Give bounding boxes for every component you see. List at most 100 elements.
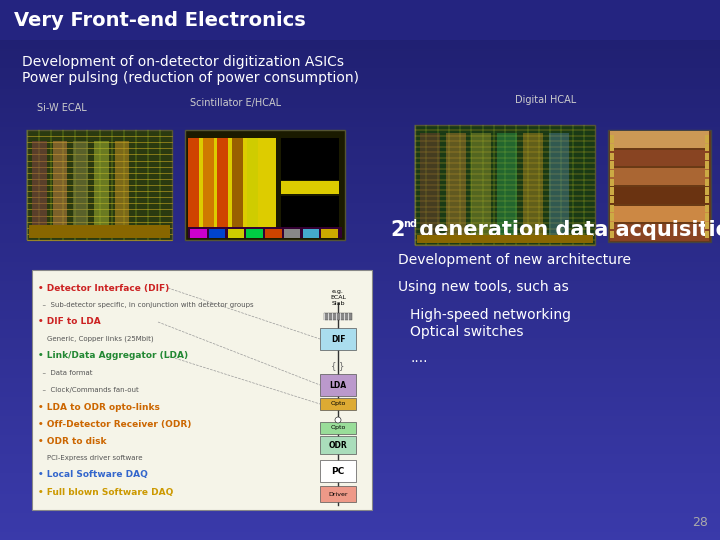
Bar [610,135,614,143]
Bar [94,141,109,234]
Bar [0,189,720,192]
Bar [705,179,709,186]
Text: Using new tools, such as: Using new tools, such as [398,280,569,294]
Bar [0,518,720,521]
Bar [0,108,720,111]
Bar [53,141,67,234]
Bar [705,187,709,194]
Bar [0,146,720,148]
Bar [0,483,720,486]
Text: Si-W ECAL: Si-W ECAL [37,103,86,113]
Bar [610,224,709,241]
Bar [0,30,720,32]
Bar [0,227,720,229]
Bar [0,392,720,394]
Bar [0,513,720,516]
Bar [0,462,720,464]
Bar [0,351,720,354]
Bar [610,131,709,147]
Bar [0,321,720,324]
Bar [0,165,720,167]
Bar [0,418,720,421]
Bar [0,427,720,429]
Bar [0,27,720,30]
Bar [608,130,711,242]
Bar [0,343,720,346]
Bar [497,133,517,239]
Bar [0,256,720,259]
Bar [115,141,130,234]
Bar [0,205,720,208]
Bar [0,57,720,59]
Bar [0,397,720,400]
Bar [0,281,720,284]
Bar [0,105,720,108]
Bar [0,448,720,451]
Text: • Full blown Software DAQ: • Full blown Software DAQ [38,488,174,496]
Text: Development of on-detector digitization ASICs: Development of on-detector digitization … [22,55,344,69]
Bar [0,356,720,359]
Bar [320,422,356,434]
Bar [0,248,720,251]
Bar [0,486,720,489]
Bar [0,200,720,202]
Text: • Detector Interface (DIF): • Detector Interface (DIF) [38,284,169,293]
Text: • ODR to disk: • ODR to disk [38,436,107,446]
Bar [0,119,720,122]
Bar [0,143,720,146]
Bar [420,133,440,239]
Bar [0,157,720,159]
Bar [188,138,199,232]
Bar [0,278,720,281]
Bar [320,486,356,502]
Bar [0,194,720,197]
Bar [0,132,720,135]
Bar [0,208,720,211]
Bar [0,254,720,256]
Text: e.g.
ECAL
Slab: e.g. ECAL Slab [330,289,346,306]
Bar [0,19,720,22]
Bar [0,76,720,78]
Bar [0,324,720,327]
Bar [0,65,720,68]
Bar [0,359,720,362]
Bar [0,494,720,497]
Bar [246,229,263,238]
Text: Development of new architecture: Development of new architecture [398,253,631,267]
Bar [0,170,720,173]
Bar [0,238,720,240]
Bar [0,472,720,475]
Bar [0,186,720,189]
Text: ....: .... [410,351,428,365]
Bar [228,229,244,238]
Bar [0,532,720,535]
Bar [0,378,720,381]
Bar [705,222,709,230]
Bar [705,213,709,221]
Bar [0,240,720,243]
Bar [320,374,356,396]
Text: Very Front-end Electronics: Very Front-end Electronics [14,10,306,30]
Bar [0,211,720,213]
Bar [610,153,614,160]
Bar [0,410,720,413]
Bar [0,375,720,378]
Bar [0,135,720,138]
Bar [0,456,720,459]
Bar [0,373,720,375]
Bar [0,178,720,181]
Text: LDA: LDA [330,381,346,389]
Bar [0,381,720,383]
Bar [0,86,720,89]
Bar [610,187,709,204]
Bar [281,138,338,179]
Bar [0,232,720,235]
Bar [0,49,720,51]
Bar [0,0,720,40]
Bar [0,176,720,178]
Bar [0,43,720,46]
Bar [0,116,720,119]
Text: PC: PC [331,467,345,476]
Bar [0,464,720,467]
Bar [217,138,228,232]
